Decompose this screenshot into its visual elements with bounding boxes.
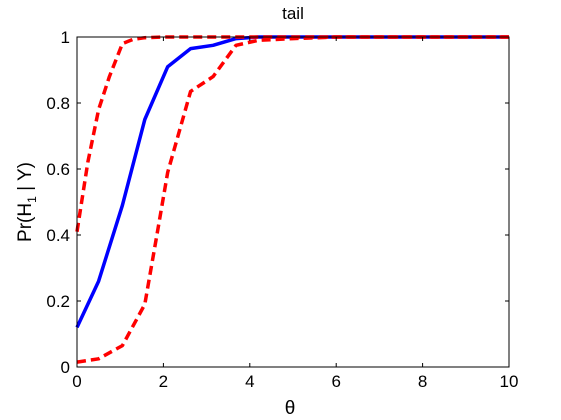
y-tick-label: 0.4 xyxy=(46,226,70,245)
y-axis-label-subscript: 1 xyxy=(25,196,39,203)
x-tick-label: 6 xyxy=(331,372,340,391)
y-tick-label: 0.8 xyxy=(46,94,70,113)
series-line-3 xyxy=(76,35,509,364)
y-tick-label: 0.2 xyxy=(46,292,70,311)
x-tick-label: 10 xyxy=(500,372,519,391)
chart-title: tail xyxy=(282,4,304,23)
y-tick-label: 0 xyxy=(61,358,70,377)
y-axis-label: Pr(H1 | Y) xyxy=(15,162,39,242)
tick-layer: 0 2 4 6 8 10 0 0.2 0.4 0.6 0.8 1 xyxy=(46,28,518,391)
y-tick-label: 0.6 xyxy=(46,160,70,179)
x-axis-label: θ xyxy=(285,398,296,419)
y-axis-label-main: Pr(H xyxy=(15,203,36,242)
x-tick-label: 4 xyxy=(245,372,254,391)
plot-frame xyxy=(76,36,510,368)
x-tick-label: 2 xyxy=(159,372,168,391)
plot-background xyxy=(77,37,509,367)
y-axis-label-suffix: | Y) xyxy=(15,162,36,196)
y-tick-label: 1 xyxy=(61,28,70,47)
x-tick-label: 8 xyxy=(418,372,427,391)
x-tick-label: 0 xyxy=(72,372,81,391)
